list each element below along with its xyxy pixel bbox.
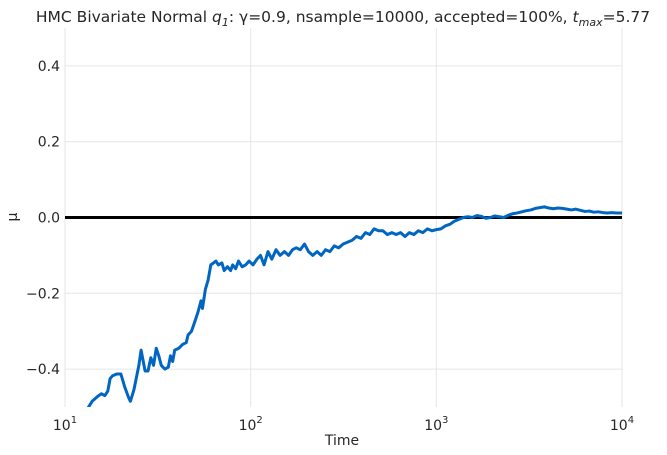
x-tick-base: 10 [53,418,71,434]
x-tick-exponent: 1 [71,415,77,426]
x-tick-base: 10 [610,418,628,434]
y-tick-label: −0.4 [26,362,60,378]
y-tick-label: −0.2 [26,286,60,302]
title-t-sub: max [579,16,603,29]
y-tick-label: 0.0 [38,211,60,227]
title-q-sub: 1 [222,16,229,29]
title-middle: : γ=0.9, nsample=10000, accepted=100%, [229,8,573,26]
x-tick-label: 102 [239,415,263,434]
y-tick-label: 0.4 [38,59,60,75]
title-prefix: HMC Bivariate Normal [36,8,212,26]
x-tick-exponent: 3 [442,415,448,426]
title-t-base: t [573,8,580,26]
x-tick-base: 10 [424,418,442,434]
x-tick-exponent: 2 [256,415,262,426]
y-tick-label: 0.2 [38,135,60,151]
x-tick-base: 10 [239,418,257,434]
title-suffix: =5.77 [603,8,651,26]
x-tick-label: 104 [610,415,634,434]
series-layer [86,205,622,407]
x-tick-label: 103 [424,415,448,434]
series-line [86,205,622,407]
y-axis-label: μ [5,212,21,221]
x-tick-label: 101 [53,415,77,434]
title-q-base: q [212,8,222,26]
x-axis-label: Time [324,433,359,449]
chart-title: HMC Bivariate Normal q1: γ=0.9, nsample=… [36,8,650,29]
x-tick-exponent: 4 [628,415,634,426]
